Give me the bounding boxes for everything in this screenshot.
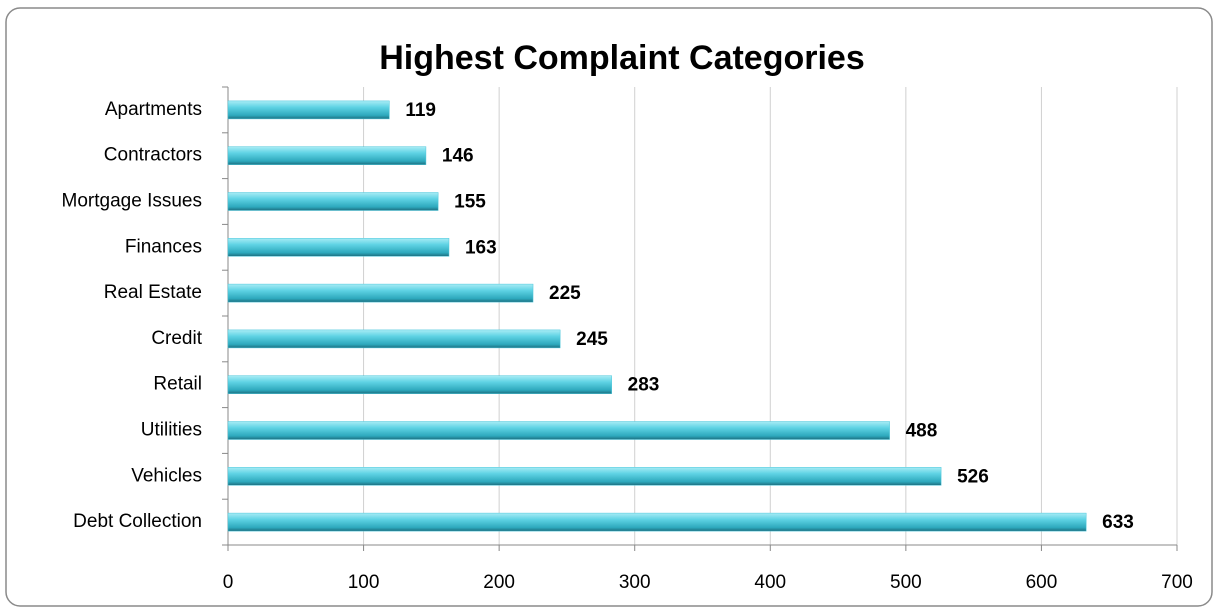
bar <box>227 238 450 257</box>
bar <box>227 283 534 303</box>
bar <box>227 375 612 394</box>
y-tick-label: Credit <box>151 328 202 349</box>
data-label: 488 <box>906 421 938 442</box>
data-label: 225 <box>549 283 581 304</box>
bar <box>227 329 561 349</box>
y-tick-label: Contractors <box>104 145 202 166</box>
data-label: 155 <box>454 192 486 213</box>
data-label: 119 <box>405 100 436 121</box>
chart-title: Highest Complaint Categories <box>379 39 865 77</box>
y-tick-label: Apartments <box>105 99 202 120</box>
y-tick-label: Mortgage Issues <box>62 191 202 212</box>
bar <box>227 192 439 211</box>
y-tick-label: Vehicles <box>131 465 202 486</box>
y-tick-label: Finances <box>125 236 202 257</box>
x-tick-label: 0 <box>223 572 234 593</box>
bar <box>227 421 890 440</box>
y-tick-label: Retail <box>153 374 202 395</box>
bar <box>227 512 1087 532</box>
data-label: 245 <box>576 329 608 350</box>
data-label: 633 <box>1102 512 1134 533</box>
data-label: 163 <box>465 237 497 258</box>
data-label: 526 <box>957 466 989 487</box>
y-tick-label: Utilities <box>141 420 202 441</box>
x-tick-label: 300 <box>619 572 651 593</box>
x-tick-label: 500 <box>890 572 922 593</box>
x-tick-label: 600 <box>1026 572 1058 593</box>
bar <box>227 467 942 486</box>
y-tick-label: Debt Collection <box>73 511 202 532</box>
x-tick-label: 400 <box>754 572 786 593</box>
y-tick-label: Real Estate <box>104 282 202 303</box>
x-tick-label: 200 <box>483 572 515 593</box>
data-label: 283 <box>628 375 660 396</box>
bar <box>227 100 390 120</box>
bar <box>227 146 427 165</box>
x-tick-label: 700 <box>1161 572 1193 593</box>
x-tick-label: 100 <box>348 572 380 593</box>
data-label: 146 <box>442 146 474 167</box>
